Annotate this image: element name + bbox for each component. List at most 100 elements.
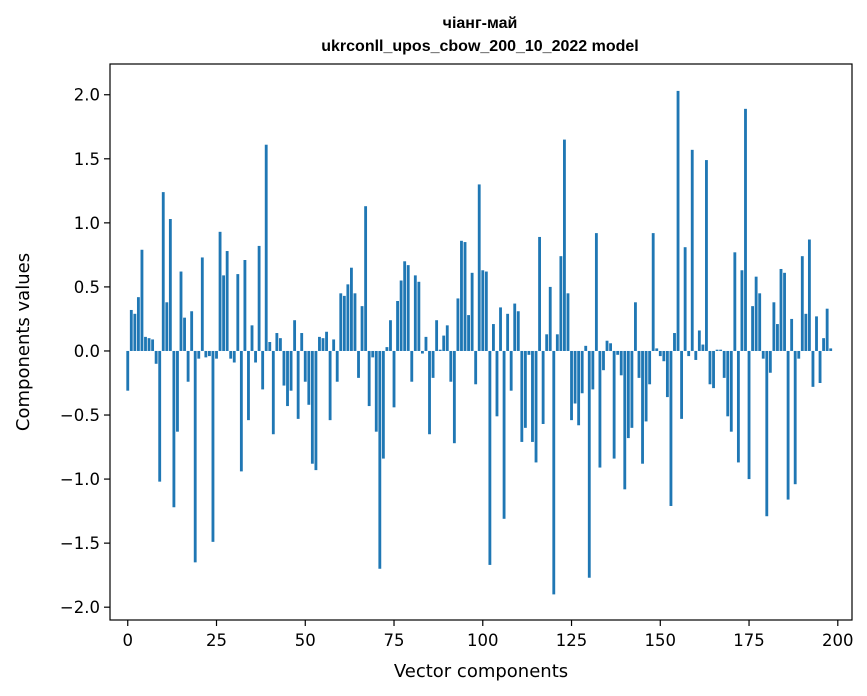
x-tick-label: 200 xyxy=(822,631,854,650)
bar xyxy=(591,350,595,390)
bar xyxy=(474,350,478,385)
bar xyxy=(538,236,541,351)
bar xyxy=(800,256,804,351)
bar xyxy=(168,219,172,351)
bar xyxy=(325,331,328,351)
bar xyxy=(790,318,794,351)
bar xyxy=(353,293,357,351)
bar xyxy=(452,350,456,444)
bar xyxy=(690,149,694,351)
bar xyxy=(261,350,265,390)
bar xyxy=(630,350,634,428)
bar xyxy=(559,256,563,351)
bar xyxy=(761,350,765,359)
bar xyxy=(587,350,591,578)
bar xyxy=(758,293,762,351)
x-tick-label: 175 xyxy=(733,631,765,650)
bar xyxy=(296,350,300,419)
bar xyxy=(733,252,737,351)
bar xyxy=(623,350,627,490)
bar xyxy=(271,350,275,435)
bar xyxy=(577,350,581,426)
bar xyxy=(190,311,194,351)
bar xyxy=(413,275,417,351)
bar xyxy=(268,342,272,351)
x-tick-label: 0 xyxy=(123,631,134,650)
bar xyxy=(215,350,218,359)
bar xyxy=(211,350,215,542)
bar xyxy=(712,350,715,389)
bar xyxy=(360,306,364,351)
bar xyxy=(779,268,783,351)
bar xyxy=(634,302,637,351)
bar xyxy=(573,350,577,404)
bar xyxy=(523,350,527,428)
bar xyxy=(619,350,623,376)
bar xyxy=(626,350,630,439)
bar xyxy=(680,350,684,419)
bar xyxy=(513,303,517,351)
bar xyxy=(502,350,506,519)
bar xyxy=(531,350,534,442)
bar xyxy=(708,350,712,385)
x-tick-label: 25 xyxy=(206,631,227,650)
bar xyxy=(328,350,332,421)
bar xyxy=(669,350,673,506)
bar xyxy=(133,313,137,351)
bar xyxy=(616,350,620,355)
bar xyxy=(747,350,751,480)
bar xyxy=(374,350,378,432)
bar xyxy=(456,298,460,351)
bar xyxy=(744,108,747,351)
y-tick-label: 2.0 xyxy=(74,86,100,105)
bar xyxy=(403,261,407,351)
bar xyxy=(463,242,467,351)
bar xyxy=(676,90,680,351)
bar xyxy=(641,350,644,464)
bar xyxy=(389,320,392,351)
bar xyxy=(222,275,226,351)
bar xyxy=(371,350,375,358)
bar xyxy=(552,350,556,595)
bar xyxy=(772,302,776,351)
chart-title-line1: чіанг-май xyxy=(443,15,518,32)
bar xyxy=(396,301,399,351)
bar xyxy=(172,350,176,508)
y-tick-label: −0.5 xyxy=(60,406,100,425)
y-axis-ticks: −2.0 −1.5 −1.0 −0.5 0.0 0.5 1.0 1.5 2.0 xyxy=(60,86,110,617)
bar xyxy=(225,251,229,351)
bar xyxy=(158,350,162,482)
y-tick-label: −1.5 xyxy=(60,534,100,553)
bar xyxy=(726,350,730,417)
bar xyxy=(722,350,726,378)
bar xyxy=(424,336,428,351)
bar xyxy=(729,350,733,432)
bar xyxy=(332,339,336,351)
bar xyxy=(286,350,289,407)
bar xyxy=(197,350,201,359)
bar xyxy=(229,350,233,359)
bar xyxy=(207,350,211,357)
bar xyxy=(548,286,552,351)
bar xyxy=(367,350,371,407)
bar xyxy=(477,184,481,351)
bar xyxy=(492,324,495,351)
bar xyxy=(275,333,279,351)
y-axis-label: Components values xyxy=(13,253,34,431)
chart-title-line2: ukrconll_upos_cbow_200_10_2022 model xyxy=(321,38,638,55)
bar xyxy=(438,349,442,351)
bar xyxy=(165,302,169,351)
y-tick-label: 1.5 xyxy=(74,150,100,169)
bar xyxy=(541,350,545,424)
bar xyxy=(278,338,282,351)
bar xyxy=(460,240,463,351)
bar xyxy=(768,350,772,373)
bar xyxy=(637,350,641,378)
bar xyxy=(612,350,616,459)
bar xyxy=(239,350,243,472)
bar xyxy=(665,350,669,398)
bar xyxy=(829,348,833,351)
bar xyxy=(342,295,346,351)
bar xyxy=(467,315,470,351)
bar xyxy=(488,350,492,565)
